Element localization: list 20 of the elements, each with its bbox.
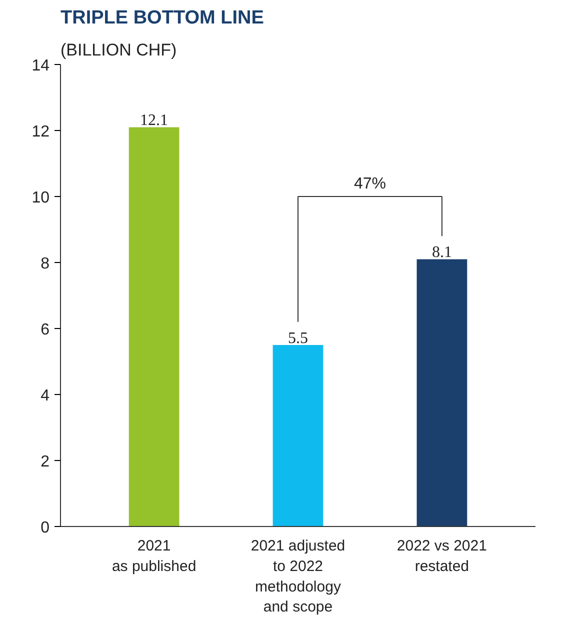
data-label: 8.1	[432, 244, 452, 262]
y-tick-label: 2	[40, 454, 50, 470]
x-tick-label: 2021 adjusted to 2022 methodology and scope	[250, 538, 346, 616]
chart-title: TRIPLE BOTTOM LINE	[60, 8, 264, 28]
bar	[128, 127, 180, 526]
bar	[272, 345, 324, 526]
x-tick-label: 2021 as published	[112, 538, 196, 575]
y-tick-label: 4	[40, 388, 50, 404]
x-tick-label: 2022 vs 2021 restated	[396, 538, 487, 575]
y-tick-label: 8	[40, 256, 50, 272]
y-tick-label: 6	[40, 322, 50, 338]
annotation: 47%	[354, 176, 386, 192]
y-tick-label: 10	[32, 190, 50, 206]
data-label: 12.1	[140, 112, 168, 130]
y-tick-label: 12	[32, 124, 50, 140]
data-label: 5.5	[288, 330, 308, 347]
y-tick-label: 0	[40, 520, 50, 536]
bar	[416, 259, 468, 526]
chart-subtitle: (BILLION CHF)	[60, 40, 177, 60]
y-tick-label: 14	[32, 58, 50, 74]
